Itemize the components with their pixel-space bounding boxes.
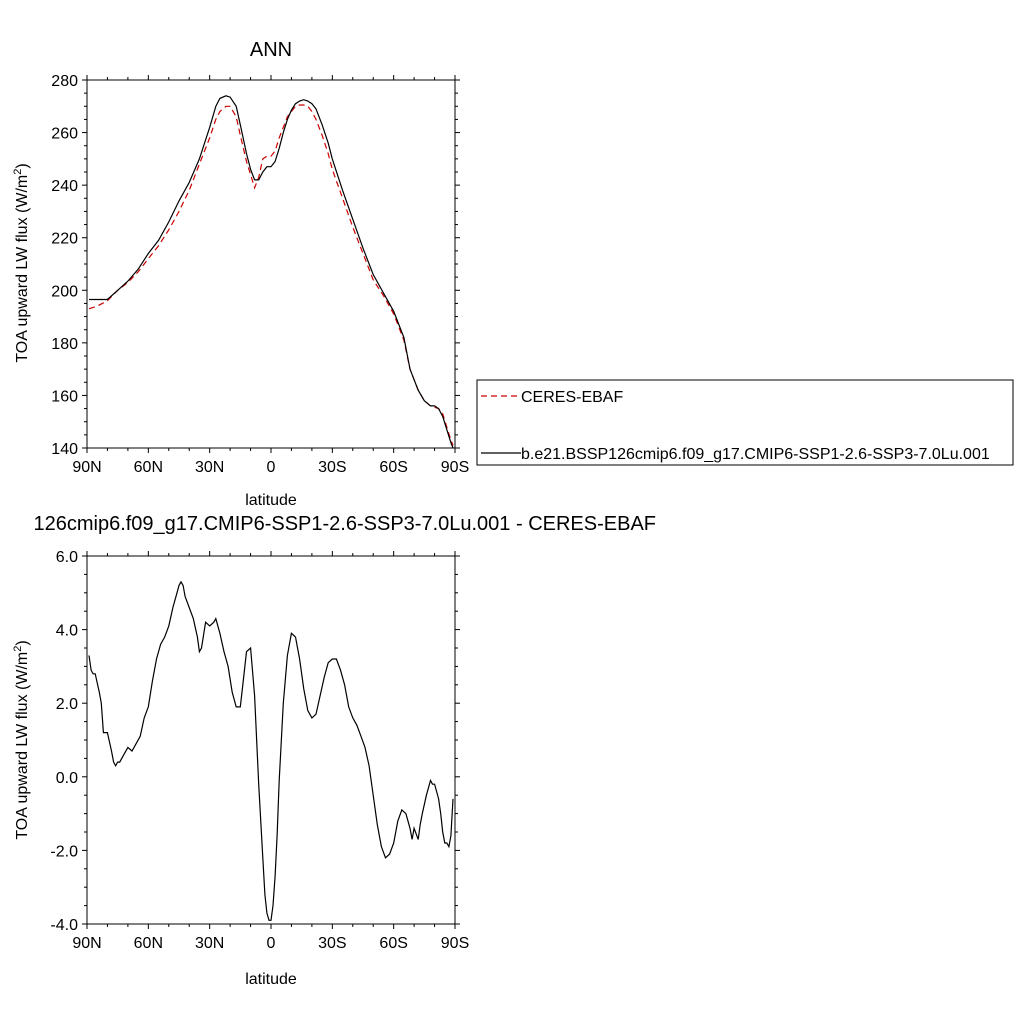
annual-mean-flux-panel: ANN 90N 60N 30N 0 30S 60S 90S 140 160 180 200 220 24… <box>12 39 469 509</box>
panel-2-xtick-label: 0 <box>267 935 276 952</box>
panel-1-ytick-label: 180 <box>51 336 78 353</box>
panel-2-plot-area: 90N 60N 30N 0 30S 60S 90S -4.0 -2.0 0.0 2.0 4.0 6.0 <box>50 549 469 952</box>
panel-1-xtick-label: 90S <box>441 459 469 476</box>
panel-1-ytick-label: 160 <box>51 388 78 405</box>
panel-2-xtick-label: 30S <box>318 935 346 952</box>
panel-1-xtick-label: 30N <box>195 459 224 476</box>
legend-label-model: b.e21.BSSP126cmip6.f09_g17.CMIP6-SSP1-2.… <box>521 446 990 463</box>
panel-1-xtick-label: 60N <box>134 459 163 476</box>
panel-2-series-line-0 <box>88 580 454 921</box>
panel-2-ytick-label: 4.0 <box>56 623 78 640</box>
panel-2-ytick-label: -4.0 <box>50 917 78 934</box>
panel-2-xlabel: latitude <box>245 971 297 988</box>
panel-2-xtick-label: 90S <box>441 935 469 952</box>
panel-2-ylabel: TOA upward LW flux (W/m2) <box>12 640 31 839</box>
panel-1-series-line-0 <box>88 104 454 446</box>
legend: CERES-EBAF b.e21.BSSP126cmip6.f09_g17.CM… <box>476 379 1014 466</box>
panel-1-xtick-label: 30S <box>318 459 346 476</box>
panel-1-ytick-label: 240 <box>51 178 78 195</box>
panel-2-ytick-label: 6.0 <box>56 549 78 566</box>
panel-1-xtick-label: 0 <box>267 459 276 476</box>
panel-2-frame <box>86 555 456 925</box>
panel-2-xtick-label: 90N <box>72 935 101 952</box>
panel-2-ytick-label: 0.0 <box>56 770 78 787</box>
panel-2-xtick-label: 30N <box>195 935 224 952</box>
panel-2-xtick-label: 60S <box>379 935 407 952</box>
panel-1-ytick-label: 140 <box>51 441 78 458</box>
panel-1-ytick-label: 280 <box>51 73 78 90</box>
legend-box <box>476 379 1014 466</box>
panel-2-ytick-label: 2.0 <box>56 696 78 713</box>
panel-1-ytick-label: 220 <box>51 231 78 248</box>
panel-1-ylabel: TOA upward LW flux (W/m2) <box>12 163 31 362</box>
difference-panel: 126cmip6.f09_g17.CMIP6-SSP1-2.6-SSP3-7.0… <box>12 513 656 988</box>
panel-1-title: ANN <box>250 39 292 61</box>
legend-label-ceres: CERES-EBAF <box>521 389 623 406</box>
panel-1-plot-area: 90N 60N 30N 0 30S 60S 90S 140 160 180 200 220 240 260… <box>51 73 469 476</box>
panel-1-ytick-label: 260 <box>51 126 78 143</box>
panel-2-ytick-label: -2.0 <box>50 843 78 860</box>
panel-1-ytick-label: 200 <box>51 283 78 300</box>
panel-1-series-line-1 <box>89 95 454 449</box>
panel-1-xtick-label: 60S <box>379 459 407 476</box>
panel-1-xtick-label: 90N <box>72 459 101 476</box>
panel-1-xlabel: latitude <box>245 492 297 509</box>
panel-2-title: 126cmip6.f09_g17.CMIP6-SSP1-2.6-SSP3-7.0… <box>33 513 656 535</box>
panel-2-xtick-label: 60N <box>134 935 163 952</box>
